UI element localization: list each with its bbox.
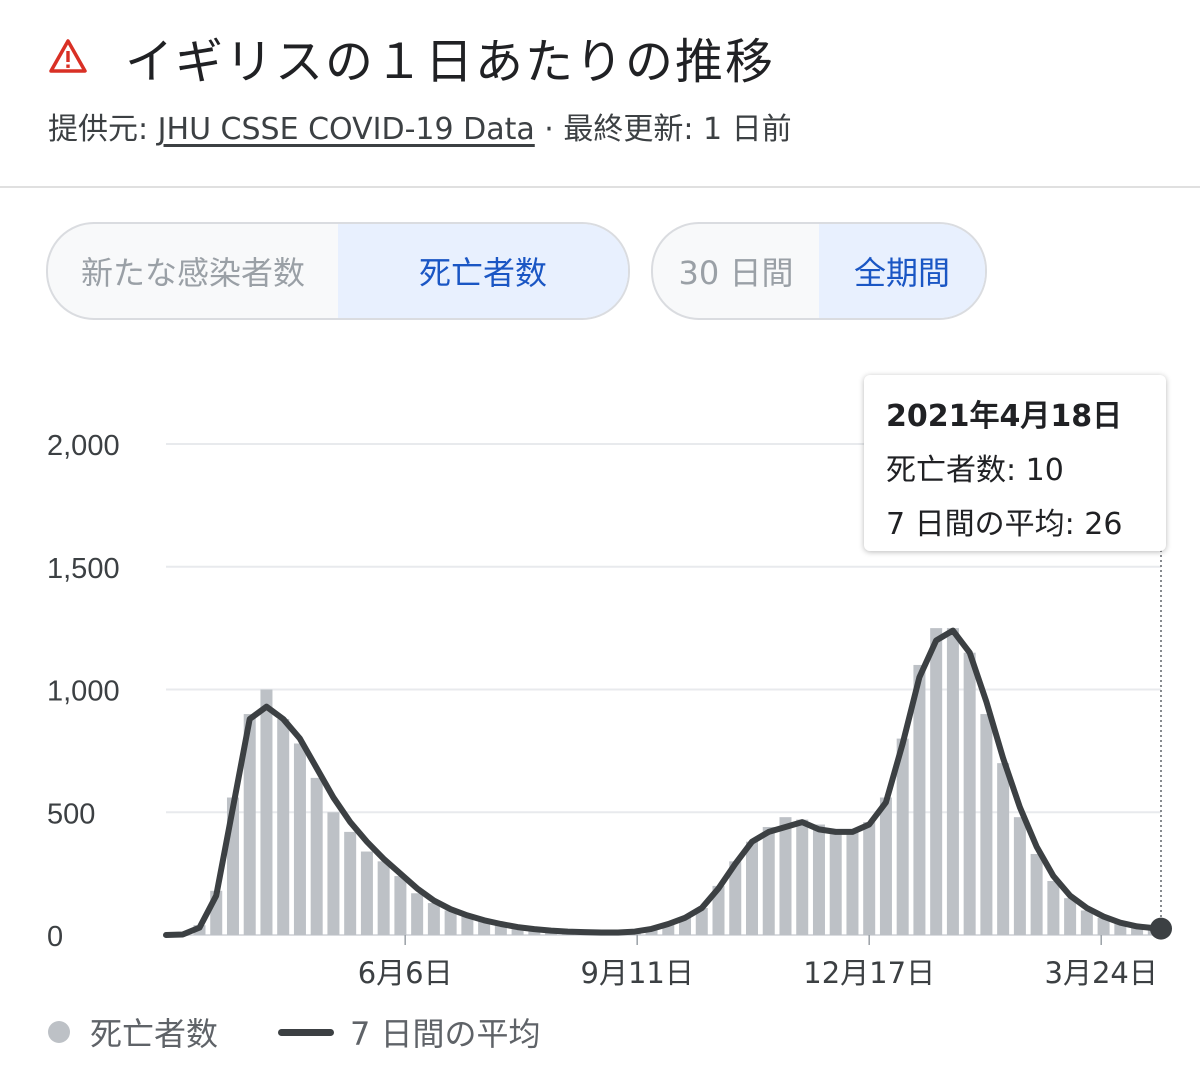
- bar: [277, 718, 290, 935]
- bar: [1064, 898, 1077, 935]
- bar: [779, 817, 792, 935]
- bar: [879, 797, 892, 935]
- bar: [963, 652, 976, 935]
- bar: [729, 861, 742, 935]
- bar: [745, 841, 758, 935]
- tooltip-deaths: 死亡者数: 10: [886, 453, 1064, 488]
- x-tick-label: 3月24日: [1045, 956, 1158, 990]
- bar: [377, 861, 390, 935]
- y-tick-label: 1,500: [47, 553, 120, 585]
- bar: [829, 829, 842, 935]
- bar: [444, 910, 457, 935]
- bar: [528, 929, 541, 935]
- source-line: 提供元: JHU CSSE COVID-19 Data · 最終更新: 1 日前: [48, 104, 792, 148]
- chart-tooltip: 2021年4月18日 死亡者数: 10 7 日間の平均: 26: [864, 375, 1166, 551]
- bar: [511, 927, 524, 935]
- range-toggle: 30 日間 全期間: [651, 222, 987, 320]
- chart-legend: 死亡者数 7 日間の平均: [48, 1010, 541, 1054]
- source-link[interactable]: JHU CSSE COVID-19 Data: [157, 112, 535, 147]
- legend-line-swatch: [278, 1028, 335, 1036]
- tooltip-date: 2021年4月18日: [886, 399, 1123, 434]
- chart-header: イギリスの１日あたりの推移 提供元: JHU CSSE COVID-19 Dat…: [0, 0, 1200, 188]
- x-tick-label: 12月17日: [803, 956, 935, 990]
- y-tick-label: 0: [47, 921, 63, 953]
- bar: [1131, 927, 1144, 935]
- page-title: イギリスの１日あたりの推移: [125, 34, 776, 90]
- bar: [394, 876, 407, 935]
- bar: [896, 738, 909, 935]
- bar: [1080, 910, 1093, 935]
- bar: [980, 714, 993, 935]
- bar: [946, 628, 959, 935]
- bar: [796, 819, 809, 935]
- metric-toggle: 新たな感染者数 死亡者数: [46, 222, 630, 320]
- bar: [344, 831, 357, 935]
- bar: [846, 831, 859, 935]
- bar: [427, 903, 440, 935]
- tab-all-time[interactable]: 全期間: [819, 224, 985, 318]
- legend-bar-swatch: [48, 1021, 70, 1043]
- tooltip-average: 7 日間の平均: 26: [886, 507, 1123, 542]
- bar: [1047, 880, 1060, 935]
- bar: [930, 628, 943, 935]
- warning-triangle-icon: [49, 39, 87, 73]
- bar: [1013, 817, 1026, 935]
- tab-30-days[interactable]: 30 日間: [678, 254, 794, 292]
- legend-bars-label: 死亡者数: [90, 1015, 219, 1053]
- highlight-point: [1150, 917, 1172, 940]
- tab-deaths[interactable]: 死亡者数: [338, 224, 628, 318]
- x-tick-label: 9月11日: [581, 956, 694, 990]
- tab-new-cases[interactable]: 新たな感染者数: [80, 254, 305, 292]
- bar: [327, 812, 340, 935]
- bar: [762, 826, 775, 935]
- x-tick-label: 6月6日: [358, 956, 453, 990]
- legend-line-label: 7 日間の平均: [350, 1015, 541, 1053]
- avg-line: [163, 627, 1164, 938]
- y-tick-label: 500: [47, 798, 95, 830]
- bar: [1030, 853, 1043, 935]
- deaths-chart[interactable]: 0 500 1,000 1,500 2,000 6月6日 9月11日 12月17日 3月24日: [0, 360, 1200, 1000]
- bar: [712, 885, 725, 935]
- bar: [494, 923, 507, 935]
- updated-text: · 最終更新: 1 日前: [534, 112, 792, 147]
- bar: [310, 777, 323, 935]
- bar: [260, 689, 273, 935]
- bar: [461, 915, 474, 935]
- bar: [293, 743, 306, 935]
- y-tick-label: 1,000: [47, 676, 120, 708]
- source-prefix: 提供元:: [48, 112, 158, 147]
- bar: [411, 893, 424, 935]
- bar: [1097, 917, 1110, 935]
- bar: [679, 917, 692, 935]
- bar: [997, 763, 1010, 935]
- bar: [812, 824, 825, 935]
- bar: [863, 822, 876, 935]
- y-tick-label: 2,000: [47, 430, 120, 462]
- bar: [695, 907, 708, 935]
- bar: [243, 714, 256, 935]
- bar: [360, 851, 373, 935]
- bar: [913, 664, 926, 935]
